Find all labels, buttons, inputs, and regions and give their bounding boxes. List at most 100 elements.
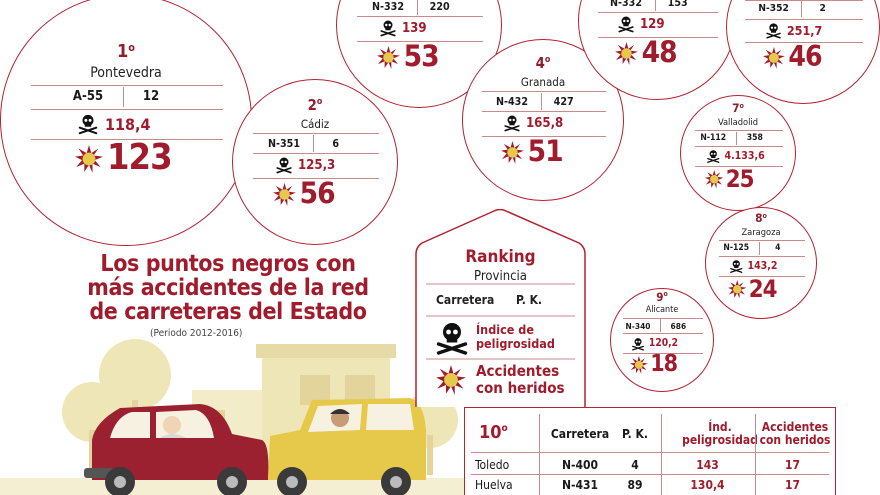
province-name: Valladolid	[717, 117, 758, 129]
legend-index-label: Índice de peligrosidad	[476, 322, 555, 351]
table-cell-road: N-400	[561, 458, 599, 472]
crash-illustration	[0, 339, 470, 495]
road-code: N-332	[372, 0, 405, 13]
injury-accidents-count: 56	[299, 176, 336, 211]
danger-index: 251,7	[786, 23, 823, 39]
danger-index: 129	[639, 17, 665, 33]
kilometer-point: 153	[667, 0, 688, 9]
table-cell-index: 130,4	[690, 478, 725, 492]
crash-burst-icon	[763, 46, 786, 69]
province-name: Pontevedra	[90, 65, 162, 81]
title-line: más accidentes de la red	[87, 275, 369, 301]
crash-burst-icon	[501, 140, 525, 164]
black-spot-circle: 2o Cádiz N-351 6 125,3 56	[232, 79, 398, 245]
injury-accidents-count: 25	[725, 164, 755, 193]
black-spot-circle: 7o Valladolid N-112 358 4.133,6 25	[680, 95, 796, 211]
yellow-car-icon	[268, 398, 426, 495]
table-cell-pk: 89	[627, 478, 643, 492]
injury-accidents-count: 53	[403, 39, 440, 74]
red-car-icon	[84, 404, 269, 495]
kilometer-point: 4	[775, 242, 781, 253]
black-spot-circle: 1o Pontevedra A-55 12 118,4 123	[0, 0, 252, 246]
table-cell-index: 143	[696, 458, 719, 472]
infographic-title: Los puntos negros con más accidentes de …	[68, 252, 388, 324]
title-line: Los puntos negros con	[100, 251, 356, 277]
table-cell-province: Toledo	[475, 458, 510, 472]
skull-icon	[436, 323, 468, 355]
table-header-pk: P. K.	[621, 427, 649, 441]
danger-index: 165,8	[525, 116, 564, 132]
skull-icon	[503, 114, 521, 132]
danger-index: 4.133,6	[724, 150, 765, 163]
table-cell-accidents: 17	[784, 458, 801, 472]
province-name: Zaragoza	[741, 227, 781, 239]
road-code: N-332	[610, 0, 643, 9]
road-code: N-112	[700, 132, 727, 143]
crash-burst-icon	[273, 182, 297, 206]
danger-index: 139	[401, 21, 427, 37]
period-subtitle: (Periodo 2012-2016)	[150, 328, 243, 339]
legend-title: Ranking	[465, 247, 536, 267]
table-rank: 10o	[479, 422, 508, 443]
rank-10-table: 10o Carretera P. K. Índ. peligrosidad Acc…	[464, 407, 836, 495]
skull-icon	[617, 15, 635, 33]
injury-accidents-count: 51	[527, 134, 564, 169]
black-spot-circle: 8o Zaragoza N-125 4 143,2 24	[705, 207, 817, 319]
table-cell-pk: 4	[631, 458, 639, 472]
legend-province: Provincia	[474, 269, 527, 284]
legend-pk: P. K.	[516, 293, 543, 307]
kilometer-point: 2	[819, 3, 826, 15]
table-header-accidents: Accidentes con heridos	[759, 420, 831, 447]
title-line: de carreteras del Estado	[89, 299, 367, 325]
skull-icon	[706, 149, 721, 164]
table-header-road: Carretera	[550, 427, 610, 441]
kilometer-point: 6	[332, 136, 339, 150]
crash-burst-icon	[436, 365, 466, 395]
table-cell-province: Huelva	[475, 478, 513, 492]
skull-icon	[765, 22, 782, 39]
road-code: N-352	[758, 3, 789, 15]
rank-number: 4o	[535, 55, 551, 73]
rank-number: 1o	[117, 41, 135, 62]
road-code: A-55	[72, 89, 104, 104]
rank-number: 2o	[307, 97, 323, 115]
table-cell-road: N-431	[561, 478, 599, 492]
skull-icon	[729, 259, 744, 274]
province-name: Alicante	[645, 305, 679, 316]
injury-accidents-count: 24	[748, 274, 778, 303]
skull-icon	[379, 19, 397, 37]
province-name: Granada	[520, 75, 566, 90]
crash-burst-icon	[727, 279, 747, 299]
road-code: N-125	[723, 242, 750, 253]
injury-accidents-count: 18	[650, 351, 678, 378]
ranking-legend: Ranking Provincia Carretera P. K. Índice…	[414, 209, 587, 409]
road-code: N-340	[625, 320, 651, 331]
kilometer-point: 427	[553, 94, 574, 108]
rank-number: 8o	[755, 211, 767, 226]
road-code: N-351	[268, 136, 301, 150]
crash-burst-icon	[377, 45, 401, 69]
rank-number: 7o	[732, 101, 744, 116]
table-cell-accidents: 17	[784, 478, 801, 492]
legend-road: Carretera	[436, 293, 495, 307]
skull-icon	[631, 336, 645, 351]
danger-index: 118,4	[105, 115, 151, 134]
kilometer-point: 220	[429, 0, 450, 13]
danger-index: 125,3	[297, 158, 336, 174]
rank-number: 9o	[656, 289, 668, 304]
injury-accidents-count: 123	[107, 137, 173, 178]
black-spot-circle: 9o Alicante N-340 686 120,2 18	[610, 288, 714, 392]
black-spot-circle: 4o Granada N-432 427 165,8 51	[462, 39, 624, 201]
skull-icon	[77, 113, 99, 135]
crash-burst-icon	[629, 356, 648, 375]
table-header-index: Índ. peligrosidad	[682, 420, 758, 447]
crash-burst-icon	[75, 145, 103, 173]
skull-icon	[275, 156, 293, 174]
kilometer-point: 358	[746, 132, 763, 143]
crash-burst-icon	[615, 41, 639, 65]
crash-burst-icon	[704, 169, 724, 189]
injury-accidents-count: 46	[788, 40, 822, 74]
danger-index: 143,2	[747, 260, 778, 273]
injury-accidents-count: 48	[641, 35, 678, 70]
